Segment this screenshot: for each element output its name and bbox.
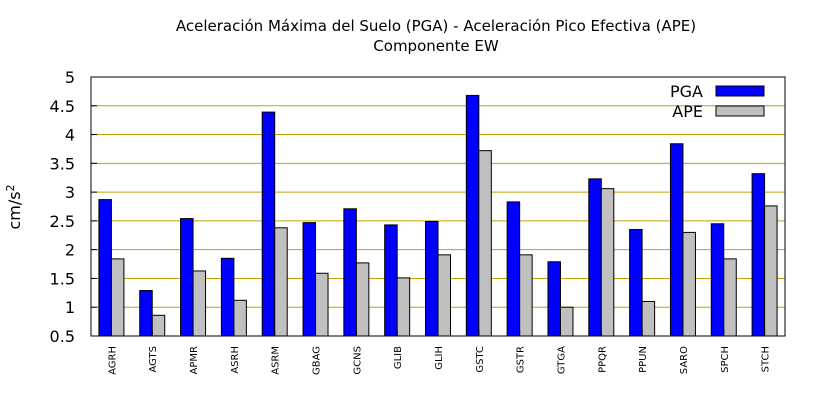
y-tick-label: 5 xyxy=(65,68,75,87)
x-tick-label: STCH xyxy=(761,346,772,372)
legend-label: APE xyxy=(672,102,703,121)
x-tick-label: AGTS xyxy=(148,346,159,373)
x-tick-label: GSTR xyxy=(516,346,527,373)
pga-bar xyxy=(180,218,194,337)
y-tick-label: 4 xyxy=(65,126,75,145)
ape-bar xyxy=(315,272,329,337)
x-tick-label: PPUN xyxy=(638,346,649,373)
legend-label: PGA xyxy=(670,82,703,101)
pga-bar xyxy=(139,290,153,337)
pga-bar xyxy=(261,111,276,337)
x-tick-label: GSTC xyxy=(475,346,486,373)
ape-bar xyxy=(233,299,247,337)
ape-bar xyxy=(519,254,533,337)
y-tick-label: 3.5 xyxy=(50,154,75,173)
y-tick-label: 2.5 xyxy=(50,212,75,231)
chart-title: Aceleración Máxima del Suelo (PGA) - Ace… xyxy=(176,17,696,35)
ape-bar xyxy=(355,262,370,337)
pga-bar xyxy=(302,222,317,337)
ape-bar xyxy=(682,231,696,337)
pga-bar xyxy=(669,143,684,337)
y-tick-label: 1.5 xyxy=(50,269,75,288)
pga-bar xyxy=(98,199,112,337)
pga-bar xyxy=(547,261,561,337)
y-axis-label-exponent: 2 xyxy=(4,184,17,191)
x-tick-label: ASRH xyxy=(230,346,241,374)
x-tick-label: GLIB xyxy=(393,346,404,369)
x-tick-label: GLIH xyxy=(434,346,445,370)
ape-bar xyxy=(274,227,288,337)
ape-bar xyxy=(151,314,166,337)
x-tick-label: ASRM xyxy=(271,346,282,375)
y-axis: 0.5 1 1.5 2 2.5 3 3.5 4 4.5 5 xyxy=(50,68,97,346)
ape-bar xyxy=(723,258,737,337)
bars xyxy=(98,94,778,337)
x-tick-label: SARO xyxy=(679,346,690,374)
y-tick-label: 1 xyxy=(65,298,75,317)
legend-swatch xyxy=(715,105,765,117)
y-axis-label-unit: cm/s xyxy=(5,191,24,229)
pga-bar xyxy=(506,201,521,337)
pga-bar xyxy=(425,220,439,337)
ape-bar xyxy=(764,205,778,337)
chart-subtitle: Componente EW xyxy=(373,37,499,55)
pga-bar xyxy=(343,208,357,337)
pga-bar xyxy=(588,178,602,337)
x-tick-label: AGRH xyxy=(107,346,118,375)
x-tick-label: PPQR xyxy=(597,346,608,373)
ape-bar xyxy=(641,300,656,337)
pga-bar xyxy=(629,229,643,337)
ape-bar xyxy=(192,270,207,337)
legend-swatch xyxy=(715,85,765,97)
pga-bar xyxy=(465,94,480,337)
x-axis: AGRH AGTS APMR ASRH ASRM GBAG GCNS GLIB GLIH GSTC… xyxy=(107,330,772,375)
y-tick-label: 3 xyxy=(65,183,75,202)
x-tick-label: APMR xyxy=(189,346,200,374)
ape-bar xyxy=(478,150,492,337)
x-tick-label: GTGA xyxy=(556,346,567,374)
ape-bar xyxy=(559,306,574,337)
pga-bar xyxy=(751,173,766,337)
y-tick-label: 2 xyxy=(65,241,75,260)
y-tick-label: 4.5 xyxy=(50,97,75,116)
pga-bar xyxy=(384,224,398,337)
pga-bar xyxy=(220,257,235,337)
y-tick-label: 0.5 xyxy=(50,327,75,346)
x-tick-label: SPCH xyxy=(720,346,731,373)
ape-bar xyxy=(110,258,125,337)
y-axis-label: cm/s2 xyxy=(4,184,24,229)
ape-bar xyxy=(396,277,411,337)
ape-bar xyxy=(437,254,451,337)
x-tick-label: GCNS xyxy=(352,346,363,375)
x-tick-label: GBAG xyxy=(312,346,323,375)
pga-bar xyxy=(710,223,725,337)
ape-bar xyxy=(600,188,615,337)
